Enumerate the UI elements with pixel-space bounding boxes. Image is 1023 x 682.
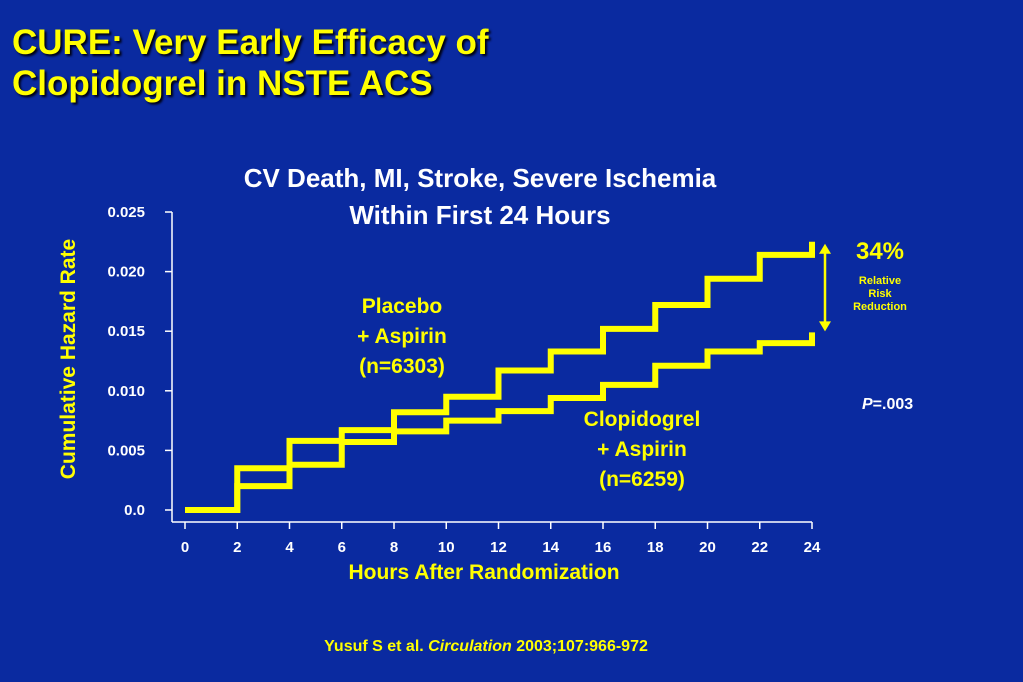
chart-title: CV Death, MI, Stroke, Severe Ischemia Wi… bbox=[180, 160, 780, 234]
x-tick-label: 20 bbox=[699, 539, 716, 556]
chart-title-line1: CV Death, MI, Stroke, Severe Ischemia bbox=[243, 163, 717, 193]
rrr-label-line1: Relative bbox=[858, 275, 902, 287]
series-label-clopidogrel-line2: + Aspirin bbox=[597, 438, 687, 461]
x-tick-label: 18 bbox=[647, 539, 664, 556]
slide-title: CURE: Very Early Efficacy of Clopidogrel… bbox=[12, 22, 489, 104]
relative-risk-reduction-label: Relative Risk Reduction bbox=[853, 275, 907, 314]
rrr-arrow-head-bottom bbox=[819, 321, 831, 332]
series-label-placebo-line1: Placebo bbox=[361, 295, 443, 318]
x-axis-label: Hours After Randomization bbox=[348, 561, 620, 584]
chart-title-line2: Within First 24 Hours bbox=[349, 200, 611, 230]
y-tick-label: 0.010 bbox=[107, 383, 145, 400]
p-symbol: P bbox=[862, 396, 873, 413]
y-tick-label: 0.025 bbox=[107, 204, 145, 221]
x-tick-label: 0 bbox=[181, 539, 189, 556]
y-tick-label: 0.0 bbox=[124, 502, 145, 519]
p-value: P=.003 bbox=[862, 396, 913, 414]
series-label-clopidogrel-line3: (n=6259) bbox=[599, 468, 685, 491]
series-line-placebo bbox=[185, 241, 815, 513]
rrr-label-line3: Reduction bbox=[853, 301, 907, 313]
x-tick-label: 16 bbox=[595, 539, 612, 556]
p-value-text: =.003 bbox=[872, 396, 914, 413]
x-tick-label: 4 bbox=[285, 539, 294, 556]
citation-ref: 2003;107:966-972 bbox=[516, 638, 648, 655]
y-tick-label: 0.015 bbox=[107, 323, 145, 340]
series-line-clopidogrel bbox=[185, 332, 815, 513]
y-tick-label: 0.020 bbox=[107, 264, 145, 281]
citation: Yusuf S et al. Circulation 2003;107:966-… bbox=[324, 638, 648, 656]
slide-title-line1: CURE: Very Early Efficacy of bbox=[12, 23, 489, 62]
x-tick-label: 8 bbox=[390, 539, 398, 556]
series-label-placebo: Placebo + Aspirin (n=6303) bbox=[357, 292, 447, 382]
x-tick-label: 6 bbox=[338, 539, 346, 556]
rrr-label-line2: Risk bbox=[868, 288, 892, 300]
citation-author: Yusuf S et al. bbox=[324, 638, 424, 655]
series-label-placebo-line2: + Aspirin bbox=[357, 325, 447, 348]
x-tick-label: 22 bbox=[751, 539, 768, 556]
risk-reduction-arrow bbox=[819, 243, 831, 332]
x-tick-label: 24 bbox=[804, 539, 821, 556]
series-label-clopidogrel: Clopidogrel + Aspirin (n=6259) bbox=[584, 405, 701, 495]
citation-journal: Circulation bbox=[428, 638, 512, 655]
chart-series-lines bbox=[185, 241, 815, 513]
x-tick-label: 10 bbox=[438, 539, 455, 556]
x-tick-label: 2 bbox=[233, 539, 241, 556]
relative-risk-reduction-value: 34% bbox=[855, 238, 905, 265]
slide-title-line2: Clopidogrel in NSTE ACS bbox=[12, 64, 433, 103]
rrr-arrow-head-top bbox=[819, 243, 831, 254]
series-label-placebo-line3: (n=6303) bbox=[359, 355, 445, 378]
series-label-clopidogrel-line1: Clopidogrel bbox=[583, 408, 701, 431]
x-tick-label: 12 bbox=[490, 539, 507, 556]
x-tick-label: 14 bbox=[542, 539, 559, 556]
y-tick-label: 0.005 bbox=[107, 442, 145, 459]
